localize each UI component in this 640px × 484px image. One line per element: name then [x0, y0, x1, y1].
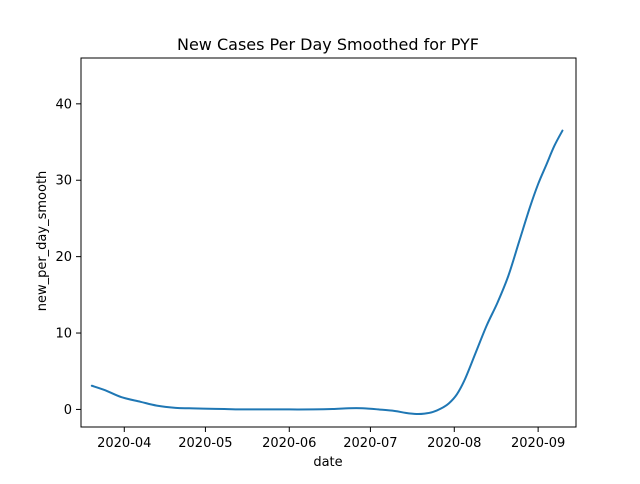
- y-tick-label: 40: [55, 97, 72, 112]
- axes-frame: [80, 57, 577, 428]
- plot-area: 2020-04 2020-05 2020-06 2020-07 2020-08 2020-…: [55, 57, 577, 451]
- x-tick-label: 2020-04: [97, 436, 151, 451]
- y-tick-label: 0: [64, 403, 72, 418]
- y-axis-label: new_per_day_smooth: [35, 171, 50, 312]
- x-tick-label: 2020-09: [511, 436, 565, 451]
- x-tick-label: 2020-05: [178, 436, 232, 451]
- series-line-0: [90, 129, 564, 416]
- y-tick-label: 10: [55, 327, 72, 342]
- x-tick-label: 2020-07: [343, 436, 397, 451]
- x-axis-label: date: [313, 455, 342, 470]
- y-tick-label: 20: [55, 250, 72, 265]
- x-tick-label: 2020-06: [262, 436, 316, 451]
- x-tick-label: 2020-08: [427, 436, 481, 451]
- y-tick-label: 30: [55, 174, 72, 189]
- chart-title: New Cases Per Day Smoothed for PYF: [177, 35, 479, 54]
